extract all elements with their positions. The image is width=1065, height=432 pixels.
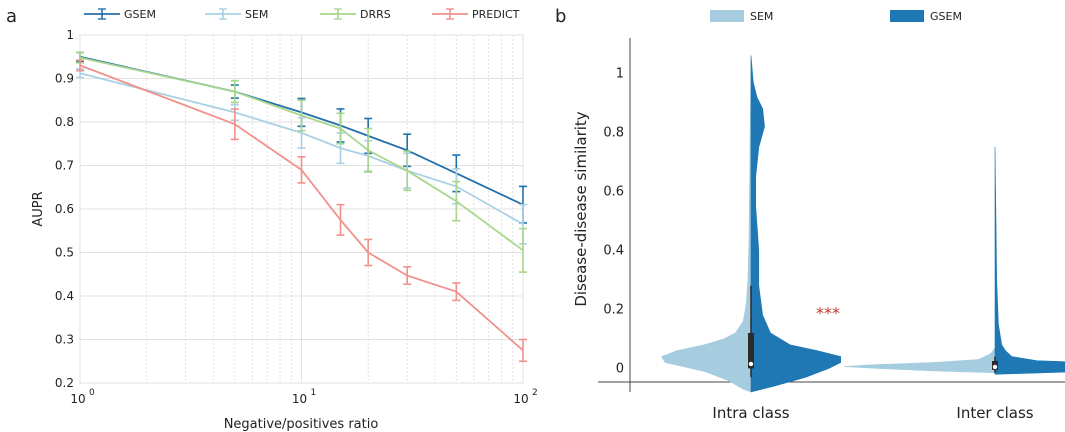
panel-b-plot: 0 0.2 0.4 0.6 0.8 1 Intra class Inter class <box>598 38 1065 422</box>
panel-a-y-tick-label: 0.6 <box>55 202 74 216</box>
legend-label: DRRS <box>360 8 391 21</box>
panel-a-y-tick-label: 0.4 <box>55 289 74 303</box>
series-predict <box>76 59 527 363</box>
legend-label: GSEM <box>124 8 156 21</box>
series-drrs-errorbar <box>230 79 239 104</box>
series-predict-errorbar <box>364 238 373 267</box>
series-drrs-errorbar <box>519 227 527 273</box>
legend-item-drrs: DRRS <box>320 8 391 21</box>
panel-a-ticks: 0.2 0.3 0.4 0.5 0.6 0.7 0.8 0.9 1 10 0 10 1 10 2 <box>55 28 538 406</box>
violin-half-sem <box>661 58 752 393</box>
panel-b-y-tick-label: 0.8 <box>603 125 624 140</box>
legend-b-swatch <box>890 10 924 22</box>
legend-b-label: GSEM <box>930 10 962 23</box>
panel-a-y-tick-label: 0.2 <box>55 376 74 390</box>
panel-b-ylabel: Disease-disease similarity <box>572 111 590 306</box>
panel-a-x-tick-exponent: 2 <box>532 388 538 398</box>
violin-half-sem <box>843 347 996 374</box>
box-median <box>748 361 754 367</box>
panel-a-y-tick-label: 0.7 <box>55 159 74 173</box>
series-drrs-errorbar <box>364 127 373 173</box>
legend-item-predict: PREDICT <box>432 8 520 21</box>
violin-inter-class <box>843 146 1065 375</box>
series-drrs <box>76 51 527 273</box>
panel-b-ticks: 0 0.2 0.4 0.6 0.8 1 Intra class Inter class <box>603 66 1033 422</box>
series-drrs-errorbar <box>297 99 306 132</box>
box-iqr <box>748 333 754 369</box>
panel-b-y-tick-label: 0 <box>616 361 624 376</box>
series-predict-line <box>79 64 524 352</box>
panel-a-y-tick-label: 0.5 <box>55 246 74 260</box>
panel-a-x-tick-label: 10 <box>70 392 85 406</box>
panel-a-x-tick-label: 10 <box>513 392 528 406</box>
panel-a-y-tick-label: 1 <box>66 28 74 42</box>
panel-a-y-tick-label: 0.8 <box>55 115 74 129</box>
panel-a-series <box>76 51 527 363</box>
series-predict-errorbar <box>452 282 461 302</box>
violin-half-gsem <box>994 146 1065 375</box>
series-drrs-line <box>79 56 524 252</box>
panel-b-y-tick-label: 1 <box>616 66 624 81</box>
series-predict-errorbar <box>336 203 345 236</box>
panel-b-label: b <box>555 6 566 27</box>
series-predict-errorbar <box>297 156 306 184</box>
panel-a-legend: GSEM SEM DRRS PREDICT <box>84 8 520 21</box>
legend-item-gsem: GSEM <box>84 8 156 21</box>
panel-b-category-label: Intra class <box>712 404 789 422</box>
series-sem-line <box>79 72 524 225</box>
panel-a-x-tick-exponent: 0 <box>89 388 95 398</box>
legend-label: SEM <box>245 8 268 21</box>
legend-b-label: SEM <box>750 10 773 23</box>
panel-a-y-tick-label: 0.9 <box>55 72 74 86</box>
legend-label: PREDICT <box>472 8 520 21</box>
panel-a-xlabel: Negative/positives ratio <box>224 417 379 432</box>
violin-intra-class <box>661 55 841 393</box>
panel-b-y-tick-label: 0.4 <box>603 243 624 258</box>
legend-b-item-sem: SEM <box>710 10 773 23</box>
legend-item-sem: SEM <box>205 8 268 21</box>
panel-b-legend: SEM GSEM <box>710 10 962 23</box>
legend-b-item-gsem: GSEM <box>890 10 962 23</box>
panel-b-violins <box>661 55 1065 393</box>
significance-annotation: *** <box>816 303 840 322</box>
series-drrs-errorbar <box>336 112 345 145</box>
violin-half-gsem <box>750 55 841 393</box>
panel-b-category-label: Inter class <box>956 404 1033 422</box>
series-predict-errorbar <box>403 266 412 286</box>
series-drrs-errorbar <box>403 150 412 192</box>
panel-b-y-tick-label: 0.6 <box>603 184 624 199</box>
panel-a-ylabel: AUPR <box>31 191 46 226</box>
panel-a-label: a <box>6 6 17 27</box>
panel-a-x-tick-label: 10 <box>292 392 307 406</box>
legend-b-swatch <box>710 10 744 22</box>
series-predict-errorbar <box>519 338 527 363</box>
series-predict-errorbar <box>230 108 239 141</box>
panel-a-plot: 0.2 0.3 0.4 0.5 0.6 0.7 0.8 0.9 1 10 0 10 1 10 2 <box>55 28 538 406</box>
series-drrs-errorbar <box>452 180 461 222</box>
panel-a-y-tick-label: 0.3 <box>55 333 74 347</box>
panel-b-y-tick-label: 0.2 <box>603 302 624 317</box>
panel-a-x-tick-exponent: 1 <box>311 388 317 398</box>
series-predict-errorbar <box>76 59 84 72</box>
box-median <box>992 364 998 370</box>
